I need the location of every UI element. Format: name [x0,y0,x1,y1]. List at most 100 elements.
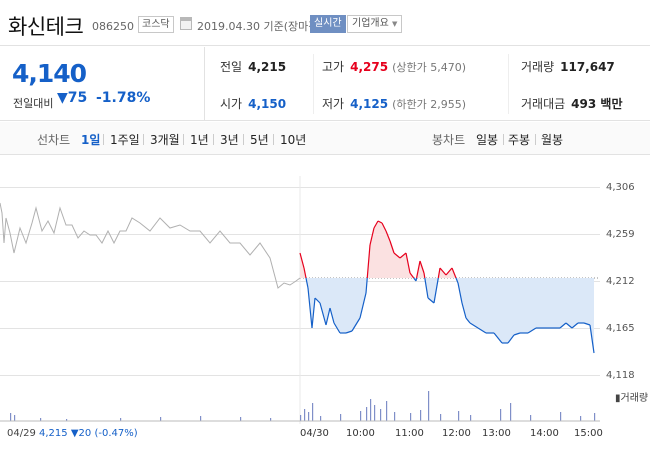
volume-bar [304,409,306,421]
tab-daily-candle[interactable]: 일봉 [476,133,499,147]
tab-weekly-candle[interactable]: 주봉 [508,133,531,147]
previous-day-line [0,202,301,289]
volume: 거래량 117,647 [521,58,615,75]
today-price-segment [455,277,459,284]
x-tick-label: 13:00 [482,428,511,439]
tab-3years[interactable]: 3년 [220,133,239,147]
prev-close: 전일 4,215 [220,58,286,75]
divider [143,134,144,145]
volume-axis-label: ▮거래량 [615,393,649,404]
today-price-segment [351,317,361,332]
today-price-segment [493,332,503,344]
today-price-segment [513,332,521,336]
volume-bar [300,415,302,421]
low-value: 4,125 [350,97,389,111]
today-price-segment [469,322,479,329]
volume-bar [366,407,368,421]
lower-limit: (하한가 2,955) [392,98,466,111]
today-price-segment [377,220,383,224]
today-price-segment [305,277,309,289]
trade-amount-value: 493 백만 [571,97,623,111]
today-price-segment [427,297,435,304]
y-tick-label: 4,212 [606,276,635,287]
today-price-segment [359,292,367,319]
price-chart: 4,306 4,259 4,212 4,165 4,118 ▮거래량 04/30… [0,156,650,449]
chart-canvas [0,176,600,424]
prev-close-label: 전일 [220,60,243,74]
volume-bar [312,403,314,421]
tab-1week[interactable]: 1주일 [110,133,140,147]
prev-price: 4,215 [39,428,68,439]
trade-amount-label: 거래대금 [521,97,566,111]
today-price-segment [527,327,537,334]
today-price-segment [299,252,305,269]
company-overview-label: 기업개요 [352,18,389,29]
volume-bar [160,417,162,421]
volume-bar [580,416,582,421]
today-price-segment [373,220,379,229]
today-price-segment [333,322,341,334]
prev-date: 04/29 [7,428,36,439]
today-price-segment [415,277,418,282]
x-tick-label: 14:00 [530,428,559,439]
volume-bar [340,414,342,421]
volume-bar [308,412,310,421]
open-price: 시가 4,150 [220,95,286,112]
volume-bar [594,413,596,421]
today-price-segment [345,330,353,334]
today-price-segment [416,260,421,279]
volume-bar [394,412,396,421]
today-price-segment [477,327,487,334]
today-price-segment [393,252,401,259]
stock-code: 086250 [92,20,134,33]
open-value: 4,150 [248,97,287,111]
today-price-segment [424,277,429,299]
prev-close-value: 4,215 [248,60,287,74]
upper-limit: (상한가 5,470) [392,61,466,74]
calendar-icon [180,17,192,30]
tab-1year[interactable]: 1년 [190,133,209,147]
volume-bar [120,418,122,421]
x-tick-label: 12:00 [442,428,471,439]
tab-1day[interactable]: 1일 [81,133,101,147]
quote-panel: 4,140 전일대비 ▼75 -1.78% 전일 4,215 시가 4,150 고가… [0,47,650,121]
low-price: 저가 4,125 (하한가 2,955) [322,95,466,112]
today-price-segment [461,302,467,319]
realtime-button[interactable]: 실시간 [310,15,346,33]
line-chart-label: 선차트 [37,133,71,147]
today-price-segment [319,302,327,326]
volume-bar [420,410,422,421]
company-overview-dropdown[interactable]: 기업개요 ▼ [347,15,403,33]
previous-day-summary: 04/29 4,215 ▼20 (-0.47%) [7,428,138,439]
tab-10years[interactable]: 10년 [280,133,307,147]
chart-period-tabs: 선차트 1일 1주일 3개월 1년 3년 5년 10년 봉차트 일봉 주봉 월봉 [0,122,650,155]
today-price-segment [565,322,573,329]
divider [508,54,509,114]
volume-bar [440,414,442,421]
volume-bar [510,403,512,421]
change-label: 전일대비 [13,97,54,110]
x-tick-label: 10:00 [346,428,375,439]
today-price-segment [311,297,316,329]
tab-5years[interactable]: 5년 [250,133,269,147]
volume-bar [240,417,242,421]
divider [213,134,214,145]
reference-date: 2019.04.30 기준(장마감) [197,20,323,33]
today-price-segment [325,307,331,326]
volume-bar [530,415,532,421]
tab-3months[interactable]: 3개월 [150,133,180,147]
high-label: 고가 [322,60,345,74]
volume-bar [560,412,562,421]
tab-monthly-candle[interactable]: 월봉 [541,133,564,147]
today-price-segment [433,277,439,304]
caret-down-icon: ▼ [392,20,398,28]
divider [535,134,536,145]
divider [243,134,244,145]
divider [503,134,504,145]
volume-bar [200,416,202,421]
volume-bar [66,419,68,421]
divider [103,134,104,145]
y-tick-label: 4,306 [606,182,635,193]
y-tick-label: 4,165 [606,323,635,334]
high-value: 4,275 [350,60,389,74]
